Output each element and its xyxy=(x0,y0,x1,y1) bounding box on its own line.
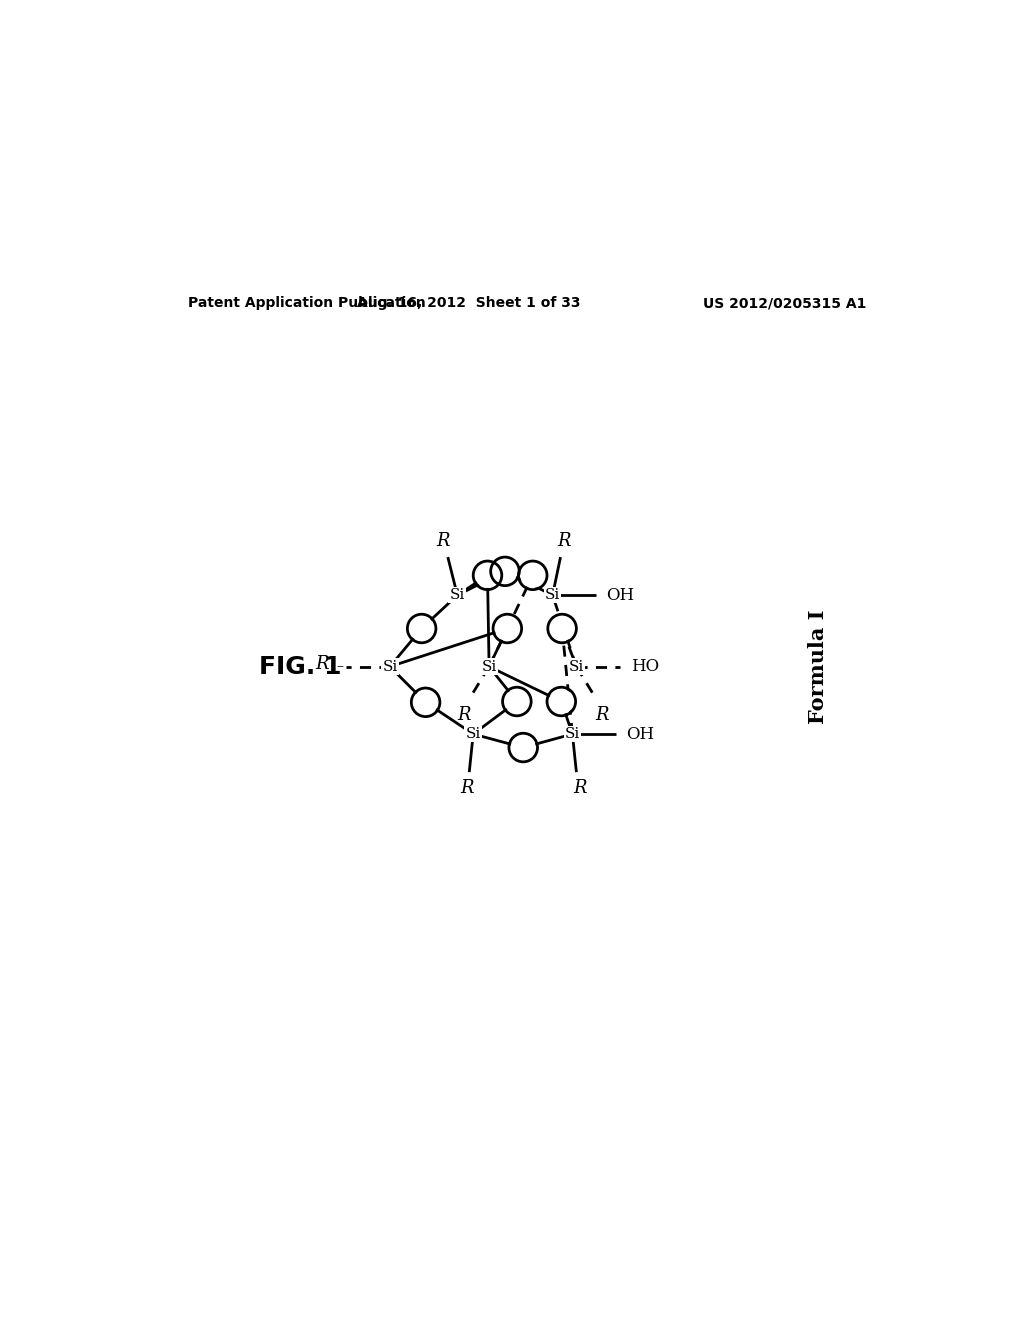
Circle shape xyxy=(475,564,500,587)
Circle shape xyxy=(494,560,517,583)
Text: Si: Si xyxy=(545,589,560,602)
Text: Si: Si xyxy=(466,727,481,741)
Circle shape xyxy=(505,689,528,713)
Text: Si: Si xyxy=(481,660,497,673)
Text: FIG. 1: FIG. 1 xyxy=(259,655,341,678)
Text: –: – xyxy=(337,660,343,673)
Text: Si: Si xyxy=(565,727,580,741)
Text: Patent Application Publication: Patent Application Publication xyxy=(187,296,425,310)
Text: R: R xyxy=(595,706,608,723)
Circle shape xyxy=(550,689,573,713)
Text: R: R xyxy=(457,706,470,723)
Text: R: R xyxy=(573,779,587,797)
Text: Aug. 16, 2012  Sheet 1 of 33: Aug. 16, 2012 Sheet 1 of 33 xyxy=(357,296,581,310)
Text: R: R xyxy=(436,532,450,550)
Text: Si: Si xyxy=(450,589,465,602)
Text: R: R xyxy=(558,532,571,550)
Text: Formula I: Formula I xyxy=(808,610,828,723)
Circle shape xyxy=(496,616,519,640)
Text: OH: OH xyxy=(606,586,634,603)
Text: Si: Si xyxy=(568,660,584,673)
Circle shape xyxy=(511,735,536,759)
Circle shape xyxy=(550,616,574,640)
Text: OH: OH xyxy=(626,726,654,743)
Text: R: R xyxy=(460,779,474,797)
Text: R: R xyxy=(315,655,329,673)
Text: HO: HO xyxy=(632,659,659,675)
Text: Si: Si xyxy=(382,660,397,673)
Text: US 2012/0205315 A1: US 2012/0205315 A1 xyxy=(702,296,866,310)
Circle shape xyxy=(414,690,437,714)
Circle shape xyxy=(521,564,545,587)
Circle shape xyxy=(410,616,433,640)
